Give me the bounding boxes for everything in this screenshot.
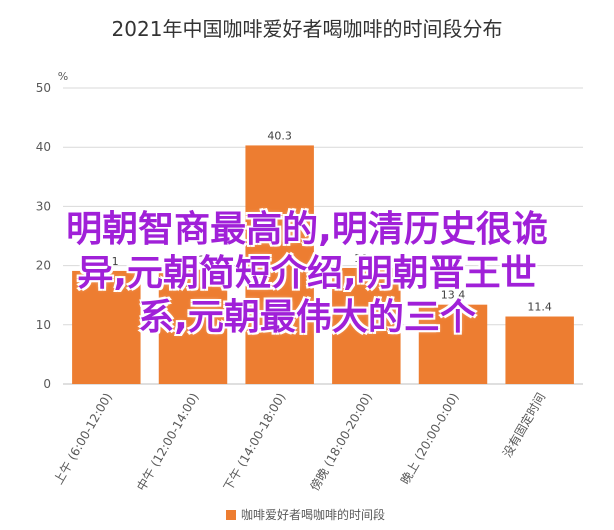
bar [418,304,488,384]
y-tick-label: 0 [43,377,51,391]
data-label: 19.3 [181,254,206,267]
overlay-line: 系,元朝最伟大的三个 [138,297,476,338]
data-label: 19.6 [354,252,379,265]
bar [505,316,574,384]
x-tick-label: 晚上 (20:00-0:00) [398,391,462,487]
data-label: 40.3 [267,129,292,142]
x-tick-label: 下午 (14:00-18:00) [221,391,288,494]
x-tick-label: 上午 (6:00-12:00) [51,391,115,487]
data-label: 19.1 [94,255,119,268]
legend-label: 咖啡爱好者喝咖啡的时间段 [241,507,385,522]
y-tick-label: 40 [36,140,51,154]
bars [72,145,574,384]
bar [158,269,228,384]
overlay-line: 异,元朝简短介绍,明朝晋王世 [77,253,537,294]
x-tick-label: 中午 (12:00-14:00) [133,390,201,493]
overlay-caption: 明朝智商最高的,明清历史很诡 异,元朝简短介绍,明朝晋王世 系,元朝最伟大的三个 [0,208,614,340]
chart-title: 2021年中国咖啡爱好者喝咖啡的时间段分布 [112,17,503,41]
y-tick-label: 10 [36,318,51,332]
bar [72,270,141,384]
bar [245,145,314,384]
bar [332,267,401,384]
legend-swatch [226,510,236,520]
y-tick-label: 20 [36,259,51,273]
y-tick-labels: 0 10 20 30 40 50 [36,81,51,391]
gridlines [63,87,583,385]
y-axis-unit: % [58,70,68,83]
y-tick-label: 50 [36,81,51,95]
x-tick-label: 傍晚 (18:00-20:00) [307,390,375,493]
x-tick-labels: 上午 (6:00-12:00) 中午 (12:00-14:00) 下午 (14:00… [51,390,548,493]
data-label: 13.4 [441,289,466,302]
data-label: 11.4 [527,301,552,314]
y-tick-label: 30 [36,199,51,213]
data-labels: 19.1 19.3 40.3 19.6 13.4 11.4 [94,129,552,313]
overlay-line: 明朝智商最高的,明清历史很诡 [66,209,548,250]
x-tick-label: 没有固定时间 [499,390,548,460]
legend: 咖啡爱好者喝咖啡的时间段 [226,507,385,522]
